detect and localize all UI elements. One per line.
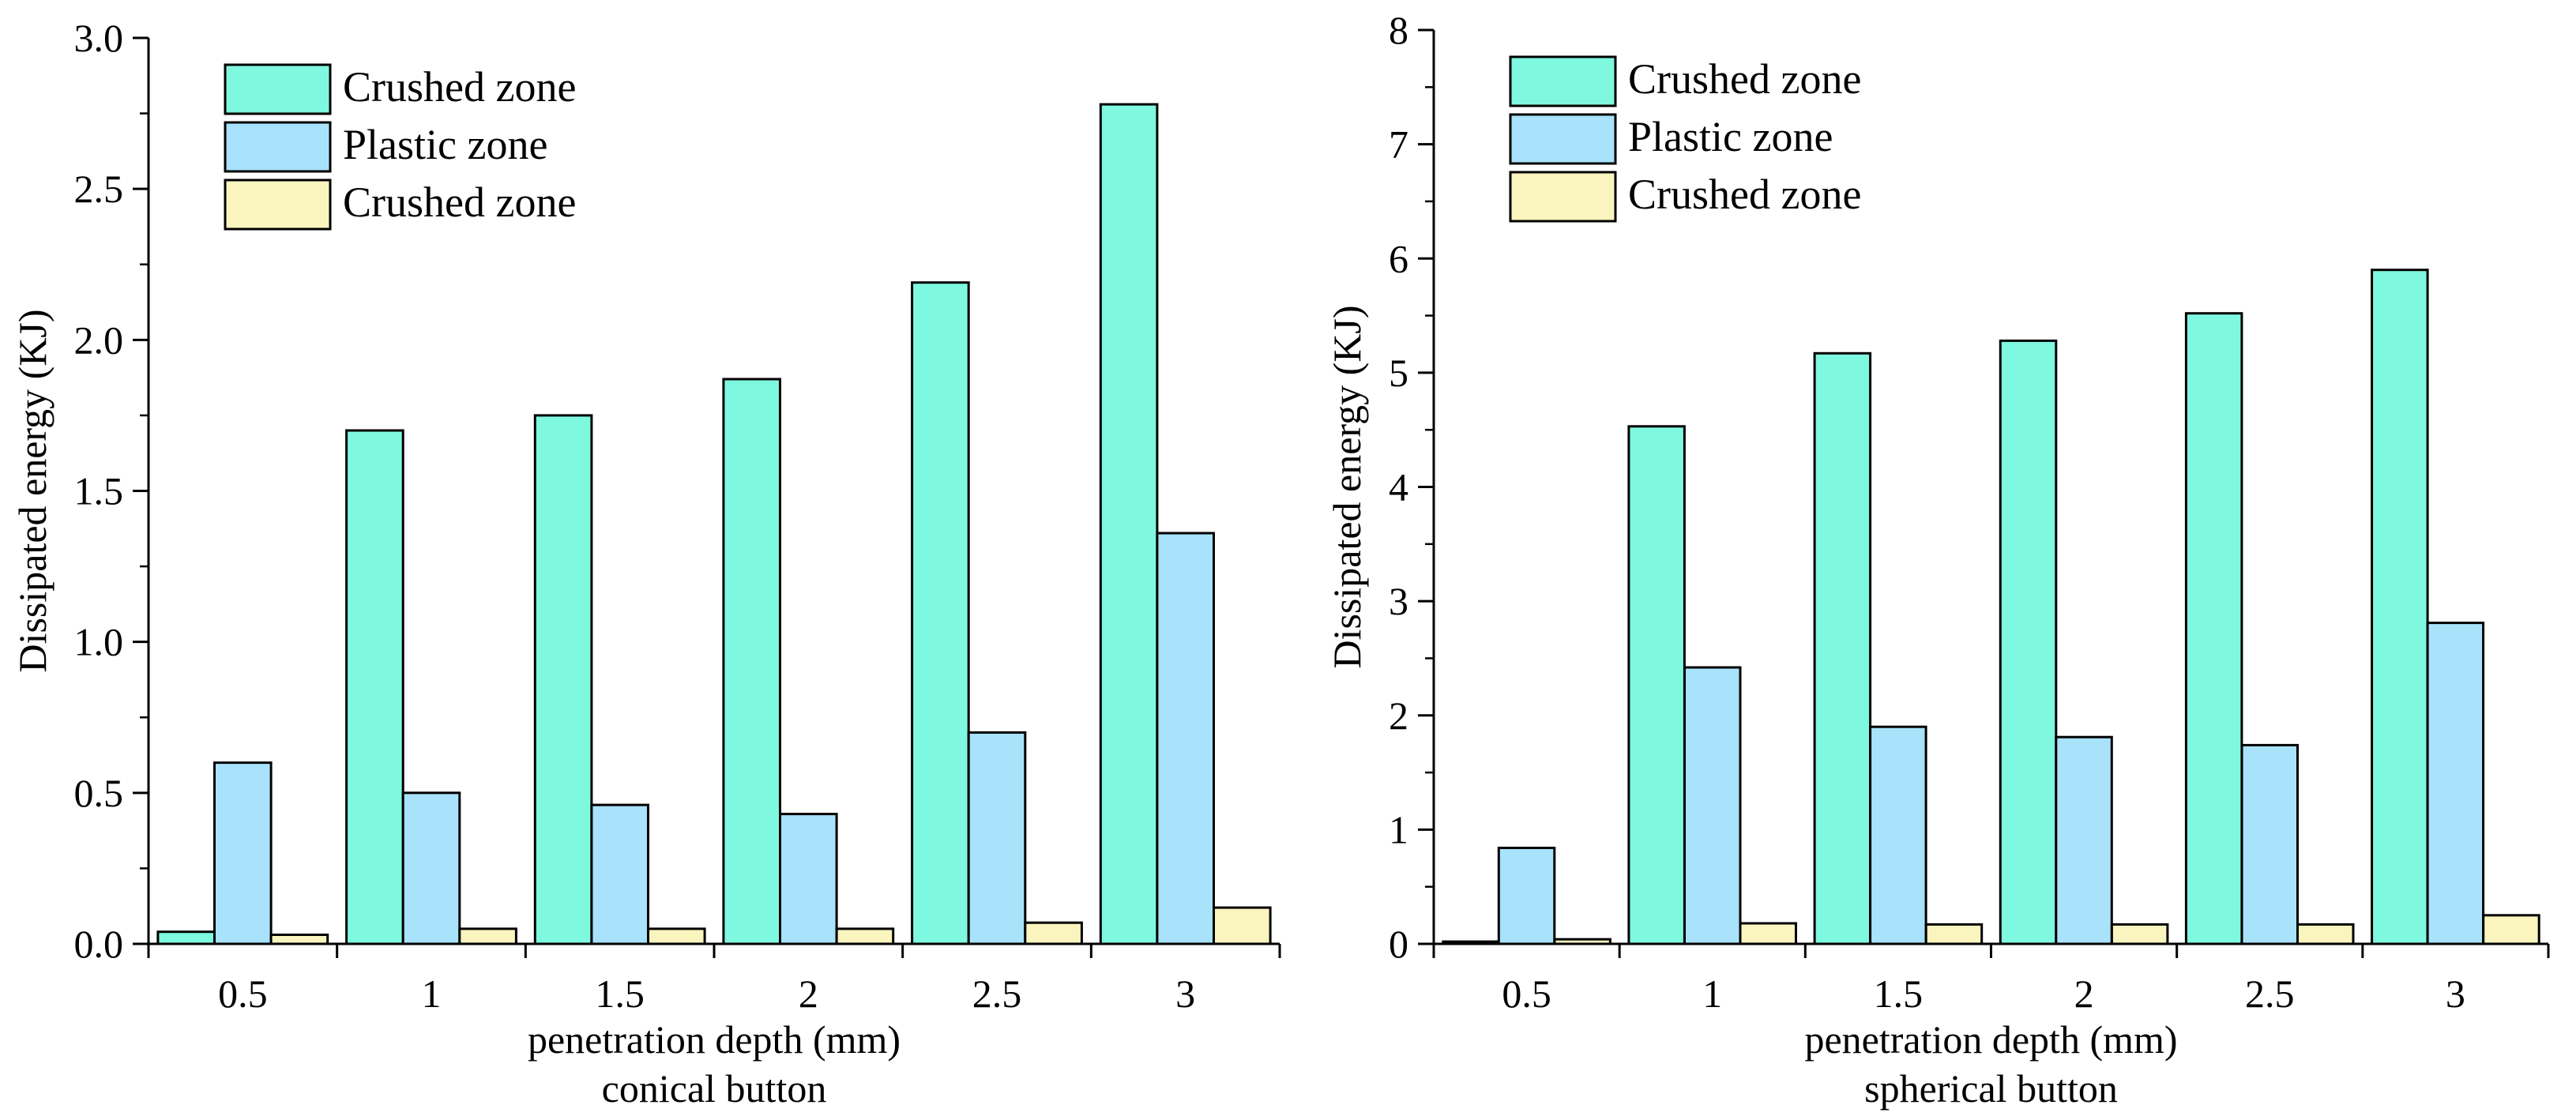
x-tick-label: 1	[1702, 972, 1722, 1016]
x-tick-label: 2.5	[2245, 972, 2295, 1016]
bar-2-1	[401, 791, 461, 945]
bar-3-2	[2110, 923, 2169, 945]
bar-2-0.5	[213, 761, 273, 945]
bar-3-1	[1739, 922, 1797, 945]
legend-label-1: Crushed zone	[343, 63, 576, 111]
y-tick-label: 3.0	[74, 16, 124, 60]
bar-1-2.5	[911, 281, 970, 945]
bar-3-1.5	[1924, 923, 1984, 945]
legend-swatch-2	[1509, 113, 1617, 165]
bar-3-1	[458, 927, 517, 945]
chart-panel-1: 0.0 0.5 1.0 1.5 2.0 2.5 3.0 0.5 1 1.5 2 2.5 3 penetra…	[10, 16, 1281, 1111]
legend: Crushed zone Plastic zone Crushed zone	[224, 63, 576, 231]
bar-3-2.5	[2296, 923, 2355, 945]
bar-3-2	[835, 927, 895, 945]
y-tick-label: 2	[1389, 693, 1408, 738]
bar-1-2	[1999, 339, 2058, 945]
x-tick-label: 3	[2446, 972, 2465, 1016]
x-tick-label: 0.5	[1502, 972, 1551, 1016]
legend-swatch-3	[1509, 171, 1617, 223]
y-tick-label: 7	[1389, 122, 1408, 167]
y-tick-label: 4	[1389, 465, 1408, 509]
x-axis-title: penetration depth (mm)	[1804, 1017, 2177, 1062]
bar-2-0.5	[1497, 847, 1556, 945]
bar-2-2	[2055, 735, 2113, 945]
bar-1-1.5	[533, 414, 593, 945]
x-tick-label: 1	[422, 972, 442, 1016]
y-tick-label: 5	[1389, 351, 1408, 395]
x-tick-label: 1.5	[1874, 972, 1924, 1016]
bar-1-2.5	[2184, 312, 2243, 945]
legend: Crushed zone Plastic zone Crushed zone	[1509, 55, 1861, 223]
y-tick-label: 1.0	[74, 620, 124, 664]
x-tick-label: 0.5	[218, 972, 268, 1016]
bar-2-3	[2426, 622, 2485, 945]
y-tick-label: 1	[1389, 807, 1408, 851]
x-axis-title: penetration depth (mm)	[528, 1017, 901, 1062]
bar-1-2	[722, 378, 782, 945]
y-tick-label: 2.0	[74, 318, 124, 362]
legend-swatch-1	[1509, 55, 1617, 107]
bar-1-0.5	[156, 930, 216, 945]
chart-subtitle: conical button	[602, 1066, 827, 1111]
bar-2-1	[1683, 666, 1742, 945]
y-tick-label: 1.5	[74, 469, 124, 513]
y-tick-label: 8	[1389, 8, 1408, 52]
bar-2-1.5	[1869, 725, 1927, 945]
y-tick-label: 0.5	[74, 771, 124, 815]
x-tick-label: 2.5	[972, 972, 1022, 1016]
legend-label-2: Plastic zone	[343, 121, 547, 168]
y-tick-label: 2.5	[74, 167, 124, 211]
y-tick-label: 0.0	[74, 922, 124, 966]
y-tick-label: 6	[1389, 236, 1408, 280]
bar-3-3	[1213, 906, 1272, 945]
x-tick-label: 1.5	[595, 972, 645, 1016]
bar-1-3	[2371, 269, 2429, 945]
legend-label-1: Crushed zone	[1628, 55, 1861, 103]
bar-3-2.5	[1024, 921, 1083, 945]
legend-swatch-1	[224, 63, 332, 115]
bar-2-1.5	[590, 803, 650, 945]
chart-subtitle: spherical button	[1864, 1066, 2118, 1111]
bar-1-3	[1099, 103, 1159, 945]
chart-panel-2: 0 1 2 3 4 5 6 7 8 0.5 1 1.5 2 2.5 3 penetration depth (…	[1325, 8, 2550, 1111]
y-tick-label: 0	[1389, 922, 1408, 966]
legend-label-2: Plastic zone	[1628, 113, 1833, 160]
legend-swatch-2	[224, 121, 332, 173]
bar-3-1.5	[647, 927, 706, 945]
bar-3-0.5	[269, 934, 329, 945]
bar-1-1	[345, 429, 404, 945]
bar-3-3	[2482, 914, 2540, 945]
y-axis-title: Dissipated energy (KJ)	[10, 309, 55, 672]
y-axis-title: Dissipated energy (KJ)	[1325, 305, 1369, 668]
bar-2-2.5	[2240, 743, 2299, 945]
bar-1-1.5	[1813, 351, 1872, 945]
legend-swatch-3	[224, 179, 332, 231]
legend-label-3: Crushed zone	[343, 179, 576, 226]
bar-2-3	[1156, 532, 1216, 945]
y-tick-label: 3	[1389, 579, 1408, 623]
legend-label-3: Crushed zone	[1628, 171, 1861, 218]
bar-2-2	[779, 813, 838, 945]
bar-1-1	[1627, 425, 1686, 945]
bar-2-2.5	[967, 731, 1027, 945]
x-tick-label: 2	[799, 972, 818, 1016]
x-tick-label: 2	[2074, 972, 2094, 1016]
x-tick-label: 3	[1175, 972, 1195, 1016]
